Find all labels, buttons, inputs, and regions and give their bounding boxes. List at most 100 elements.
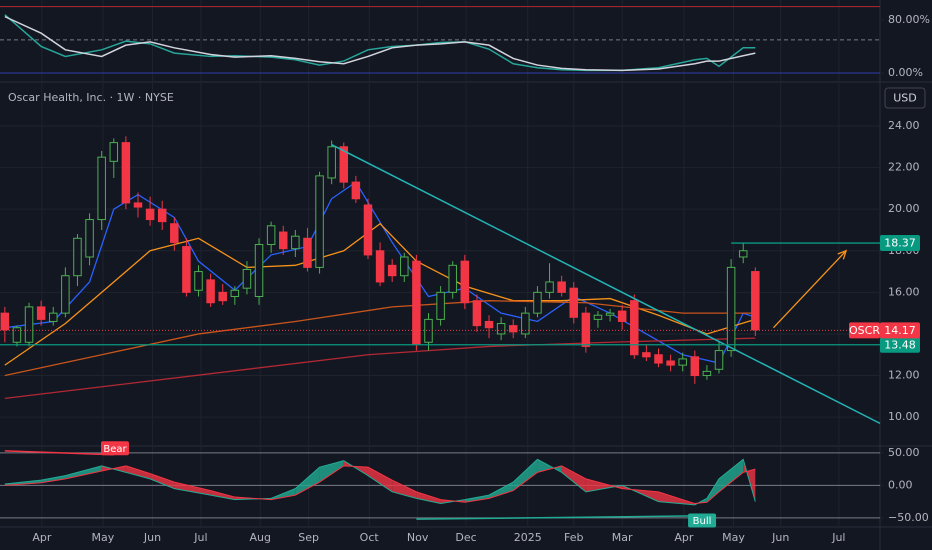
candle-body	[170, 223, 179, 243]
candle-body	[133, 202, 143, 208]
oscillator-fill	[210, 490, 235, 500]
oscillator-fill	[585, 478, 623, 492]
candle-body	[218, 291, 227, 302]
candle-body	[194, 271, 203, 291]
oscillator-fill	[719, 459, 744, 492]
price-tag	[849, 322, 880, 339]
candle-body	[557, 281, 566, 293]
candle-body	[291, 235, 300, 250]
oscillator-fill	[150, 473, 175, 489]
price-tag-label: OSCR	[849, 324, 880, 337]
candle-body	[738, 250, 748, 258]
y-tick-label: 10.00	[888, 410, 920, 423]
candle-body	[424, 318, 433, 343]
y-tick-label: 22.00	[888, 161, 920, 174]
y-tick-label: 24.00	[888, 119, 920, 132]
signal-badge	[688, 513, 717, 528]
candle-body	[448, 264, 457, 293]
x-tick-label: Jul	[193, 531, 207, 544]
candle-body	[73, 237, 82, 277]
currency-button[interactable]	[884, 87, 926, 109]
x-tick-label: Feb	[564, 531, 583, 544]
candle-body	[157, 208, 167, 223]
candle-body	[581, 312, 591, 347]
candle-body	[363, 204, 373, 256]
divergence-line	[4, 450, 114, 456]
x-tick-label: Jun	[143, 531, 161, 544]
candle-body	[242, 268, 252, 289]
candle-body	[49, 312, 58, 322]
candle-body	[690, 356, 700, 377]
candle-body	[339, 146, 349, 183]
candle-body	[254, 244, 264, 298]
candle-body	[605, 312, 615, 316]
candle-body	[436, 291, 445, 320]
candle-body	[387, 264, 397, 277]
candle-body	[460, 260, 470, 304]
x-tick-label: May	[722, 531, 745, 544]
price-tag-label: 13.48	[884, 338, 916, 351]
moving-average	[4, 181, 756, 364]
price-tag-label: 18.37	[884, 237, 916, 250]
candle-body	[24, 306, 34, 343]
x-tick-label: Nov	[407, 531, 429, 544]
x-tick-label: Sep	[298, 531, 319, 544]
candle-body	[678, 358, 687, 366]
oscillator-fill	[561, 465, 586, 492]
candle-body	[206, 279, 215, 304]
symbol-title: Oscar Health, Inc. · 1W · NYSE	[8, 91, 174, 104]
candle-body	[182, 246, 191, 293]
moving-average	[4, 300, 756, 377]
price-tag	[880, 322, 920, 339]
candle-body	[85, 219, 94, 258]
moving-average	[4, 337, 756, 400]
candle-body	[266, 225, 276, 246]
candle-body	[303, 237, 312, 268]
oscillator-fill	[65, 465, 102, 479]
oscillator-line	[4, 458, 756, 506]
price-tag-label: 14.17	[884, 324, 916, 337]
candle-body	[327, 146, 336, 179]
currency-label[interactable]: USD	[893, 92, 917, 105]
arrow-head	[837, 249, 848, 260]
y-tick-label: 20.00	[888, 202, 920, 215]
oscillator-line	[4, 465, 756, 505]
y-tick-label: 0.00%	[888, 66, 923, 79]
x-tick-label: Jun	[771, 531, 789, 544]
candle-body	[61, 275, 70, 314]
x-tick-label: May	[92, 531, 115, 544]
y-tick-label: 50.00	[888, 446, 920, 459]
price-tag	[880, 235, 920, 252]
y-tick-label: 80.00%	[888, 13, 930, 26]
candle-body	[726, 266, 736, 352]
candle-body	[375, 250, 385, 283]
candle-body	[97, 156, 106, 221]
candle-body	[654, 354, 663, 364]
y-tick-label: −50.00	[888, 511, 929, 524]
candle-body	[508, 325, 518, 333]
oscillator-fill	[464, 495, 490, 503]
x-tick-label: Aug	[250, 531, 271, 544]
x-tick-label: Oct	[360, 531, 380, 544]
candle-body	[714, 350, 724, 370]
trendline	[331, 144, 881, 425]
candle-body	[400, 256, 409, 277]
price-tag	[880, 336, 920, 353]
candle-body	[666, 360, 675, 366]
oscillator-fill	[367, 467, 393, 492]
candle-body	[545, 281, 554, 293]
candle-body	[617, 310, 627, 322]
candle-body	[521, 312, 530, 335]
candle-body	[36, 306, 46, 320]
candle-body	[630, 300, 639, 356]
candle-body	[593, 314, 603, 320]
candle-body	[145, 208, 155, 221]
oscillator-fill	[706, 478, 720, 503]
oscillator-fill	[416, 491, 441, 504]
candle-body	[351, 181, 361, 200]
candle-body	[230, 289, 240, 298]
candle-body	[109, 142, 119, 162]
candle-body	[412, 260, 421, 345]
